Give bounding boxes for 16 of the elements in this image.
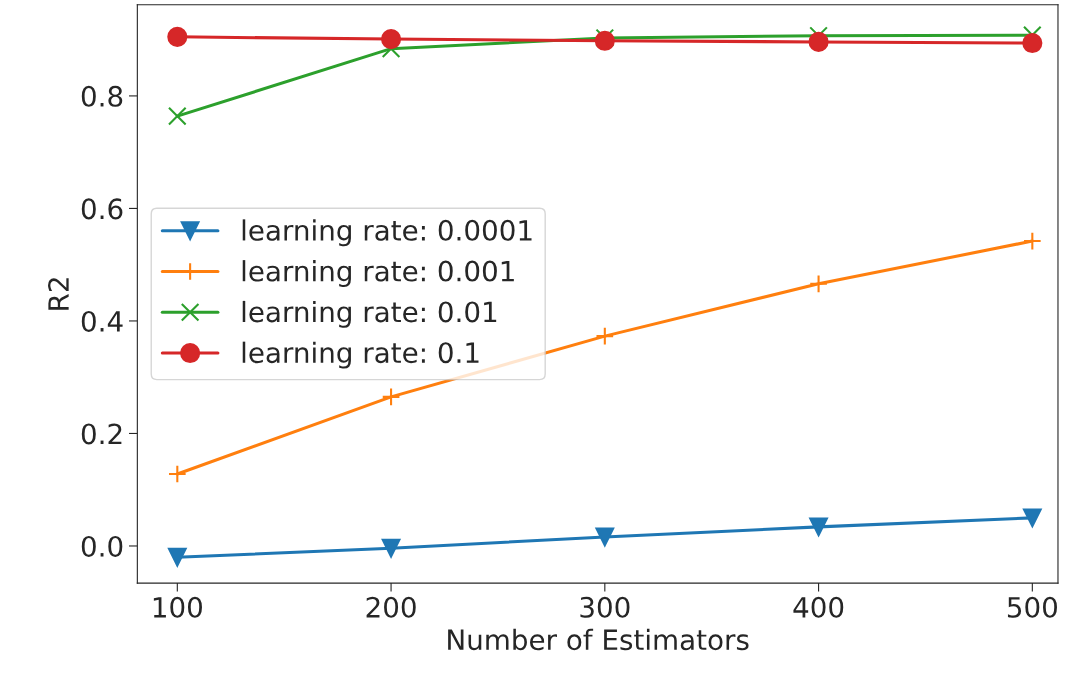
y-tick-label: 0.0 <box>81 535 123 557</box>
x-tick-label: 500 <box>1007 596 1057 618</box>
legend-label: learning rate: 0.001 <box>242 260 514 287</box>
x-tick-label: 100 <box>153 596 202 618</box>
legend-label: learning rate: 0.01 <box>242 300 497 328</box>
y-axis-title: R2 <box>48 278 69 310</box>
legend-label: learning rate: 0.1 <box>242 341 479 369</box>
y-tick-label: 0.6 <box>81 198 123 220</box>
x-tick-label: 200 <box>366 596 416 618</box>
x-tick-label: 400 <box>793 596 844 618</box>
legend-label: learning rate: 0.0001 <box>242 219 532 247</box>
y-tick-label: 0.4 <box>81 310 123 332</box>
x-tick-label: 300 <box>580 596 630 618</box>
y-tick-label: 0.2 <box>81 423 122 445</box>
y-tick-label: 0.8 <box>81 85 123 107</box>
x-axis-title: Number of Estimators <box>448 628 749 651</box>
